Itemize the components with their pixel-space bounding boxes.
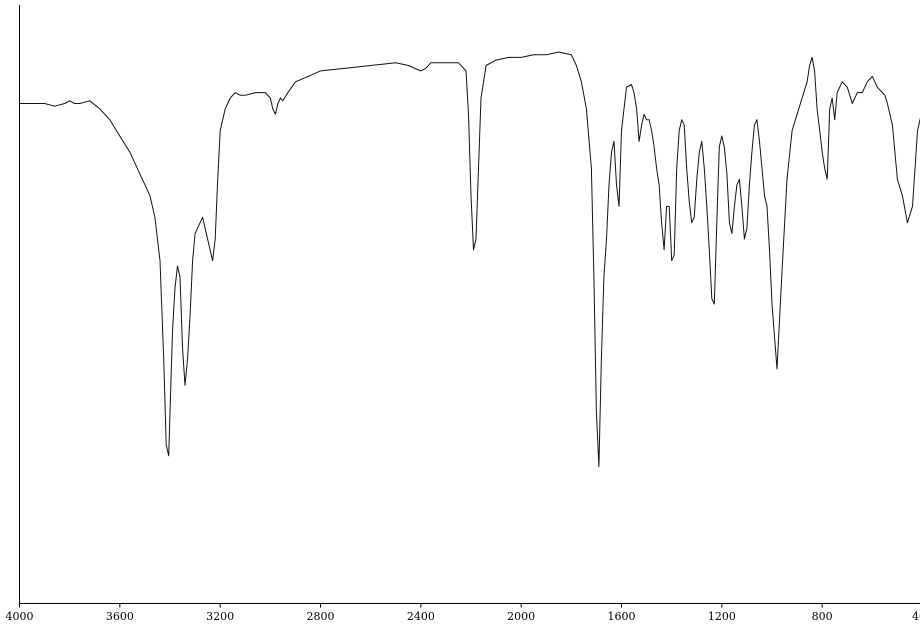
x-tick-label: 4000 xyxy=(6,610,34,623)
x-tick-label: 2800 xyxy=(307,610,335,623)
x-tick-label: 2000 xyxy=(507,610,535,623)
x-tick-label: 800 xyxy=(812,610,833,623)
x-axis-ticks: 4000 3600 3200 2800 2400 2000 1600 1200 800 400 xyxy=(6,603,920,623)
x-tick-label: 3200 xyxy=(206,610,234,623)
spectrum-line xyxy=(19,51,920,468)
x-tick-label: 1600 xyxy=(608,610,636,623)
x-tick-label: 400 xyxy=(912,610,920,623)
x-tick-label: 2400 xyxy=(407,610,435,623)
x-tick-label: 3600 xyxy=(106,610,134,623)
x-tick-label: 1200 xyxy=(708,610,736,623)
